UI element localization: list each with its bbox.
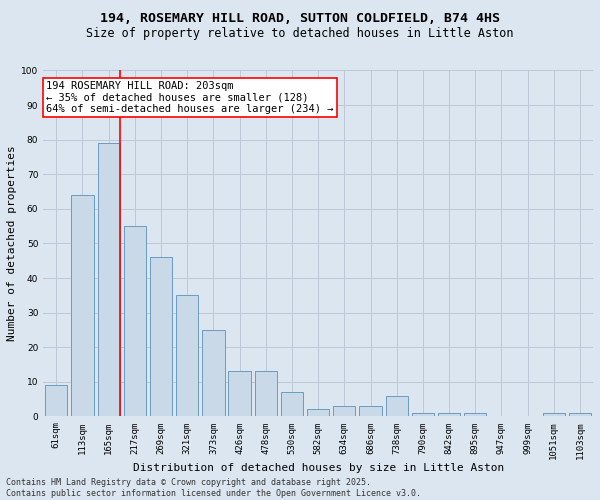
X-axis label: Distribution of detached houses by size in Little Aston: Distribution of detached houses by size … (133, 463, 504, 473)
Text: Contains HM Land Registry data © Crown copyright and database right 2025.
Contai: Contains HM Land Registry data © Crown c… (6, 478, 421, 498)
Bar (254, 372, 277, 416)
Text: 194 ROSEMARY HILL ROAD: 203sqm
← 35% of detached houses are smaller (128)
64% of: 194 ROSEMARY HILL ROAD: 203sqm ← 35% of … (46, 81, 334, 114)
Bar (176, 296, 199, 416)
Bar (307, 410, 329, 416)
Bar (202, 330, 224, 416)
Bar (359, 406, 382, 416)
Bar (464, 413, 487, 416)
Y-axis label: Number of detached properties: Number of detached properties (7, 146, 17, 342)
Text: Size of property relative to detached houses in Little Aston: Size of property relative to detached ho… (86, 28, 514, 40)
Text: 194, ROSEMARY HILL ROAD, SUTTON COLDFIELD, B74 4HS: 194, ROSEMARY HILL ROAD, SUTTON COLDFIEL… (100, 12, 500, 26)
Bar (229, 372, 251, 416)
Bar (438, 413, 460, 416)
Bar (412, 413, 434, 416)
Bar (124, 226, 146, 416)
Bar (71, 195, 94, 416)
Bar (98, 143, 120, 416)
Bar (333, 406, 355, 416)
Bar (150, 258, 172, 416)
Bar (386, 396, 408, 416)
Bar (569, 413, 591, 416)
Bar (542, 413, 565, 416)
Bar (281, 392, 303, 416)
Bar (45, 386, 67, 416)
